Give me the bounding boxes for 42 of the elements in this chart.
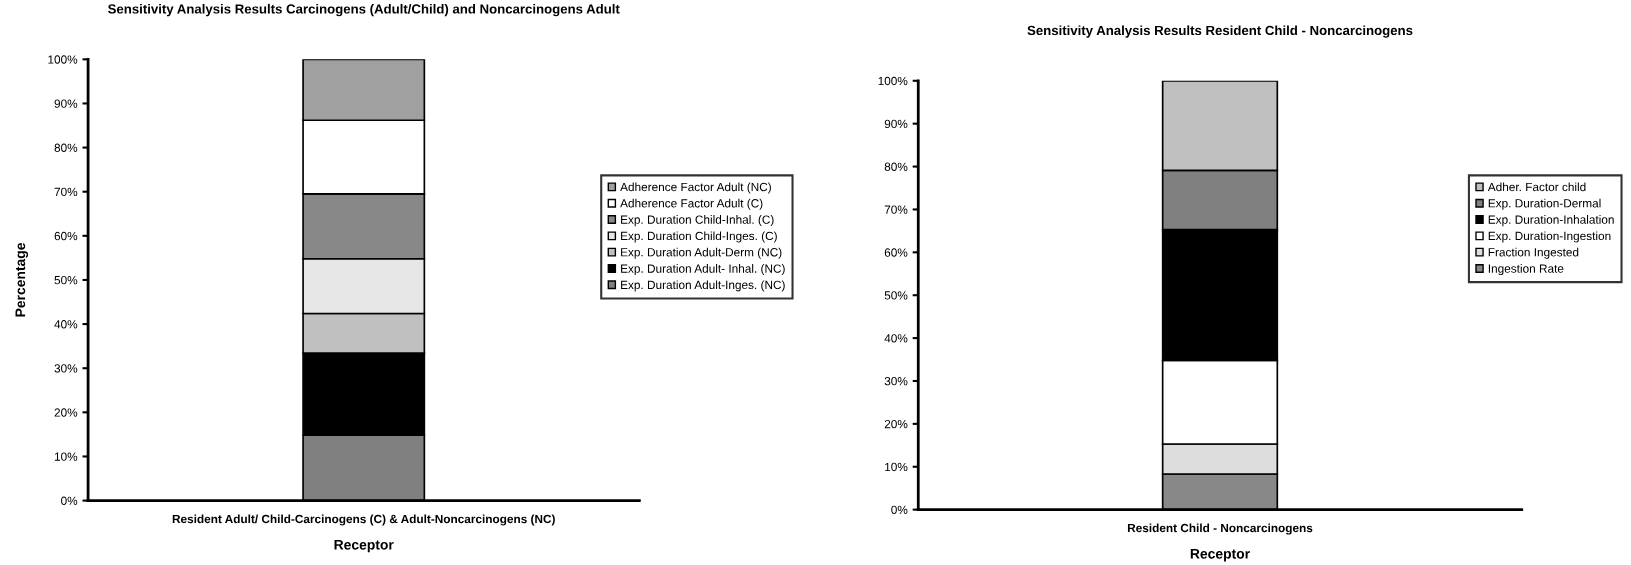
y-tick-label: 100% (48, 55, 78, 64)
legend-label: Exp. Duration Child-Inhal. (C) (621, 215, 774, 227)
legend-label: Exp. Duration Adult- Inhal. (NC) (621, 264, 785, 276)
y-tick-label: 80% (54, 143, 78, 152)
legend-label: Adherence Factor Adult (C) (620, 198, 763, 210)
legend-label: Exp. Duration Adult-Derm (NC) (621, 247, 782, 259)
legend-label: Exp. Duration-Dermal (1488, 198, 1601, 210)
chart-title: Sensitivity Analysis Results Carcinogens (Adult/Child) and Noncarcinogens Adult (108, 3, 620, 17)
x-tick-label: Resident Child - Noncarcinogens (1127, 523, 1313, 535)
legend-label: Exp. Duration-Ingestion (1488, 231, 1611, 243)
legend-label: Exp. Duration Adult-Inges. (NC) (621, 280, 785, 292)
y-tick-label: 50% (884, 291, 908, 300)
y-tick-label: 80% (884, 162, 908, 171)
y-tick-label: 60% (884, 248, 908, 257)
y-tick-label: 100% (878, 76, 908, 86)
x-tick-label: Resident Adult/ Child-Carcinogens (C) & Adult-Noncarcinogens (NC) (172, 514, 555, 526)
y-tick-label: 10% (885, 462, 908, 472)
legend-label: Exp. Duration-Inhalation (1488, 215, 1614, 227)
legend-label: Adherence Factor Adult (NC) (620, 182, 771, 194)
y-tick-label: 40% (884, 334, 908, 343)
chart-title: Sensitivity Analysis Results Resident Child - Noncarcinogens (1027, 25, 1413, 38)
y-axis-title: Percentage (15, 242, 29, 317)
y-tick-label: 0% (891, 505, 908, 515)
y-tick-label: 30% (54, 364, 78, 373)
y-tick-label: 0% (61, 496, 78, 505)
y-tick-label: 40% (54, 320, 78, 329)
y-tick-label: 60% (54, 231, 78, 241)
y-tick-label: 20% (884, 419, 908, 429)
y-tick-label: 20% (54, 408, 78, 417)
legend-label: Adher. Factor child (1487, 182, 1586, 192)
legend-label: Exp. Duration Child-Inges. (C) (621, 231, 777, 243)
x-axis-title: Receptor (1190, 548, 1250, 562)
legend-label: Fraction Ingested (1488, 247, 1579, 259)
y-tick-label: 70% (884, 205, 908, 214)
y-tick-label: 70% (54, 187, 78, 197)
x-axis-title: Receptor (334, 539, 394, 553)
y-tick-label: 30% (884, 377, 908, 386)
y-tick-label: 10% (54, 452, 78, 461)
y-tick-label: 90% (884, 119, 908, 129)
legend-label: Ingestion Rate (1488, 264, 1564, 276)
y-tick-label: 90% (54, 99, 78, 108)
y-tick-label: 50% (54, 275, 78, 285)
